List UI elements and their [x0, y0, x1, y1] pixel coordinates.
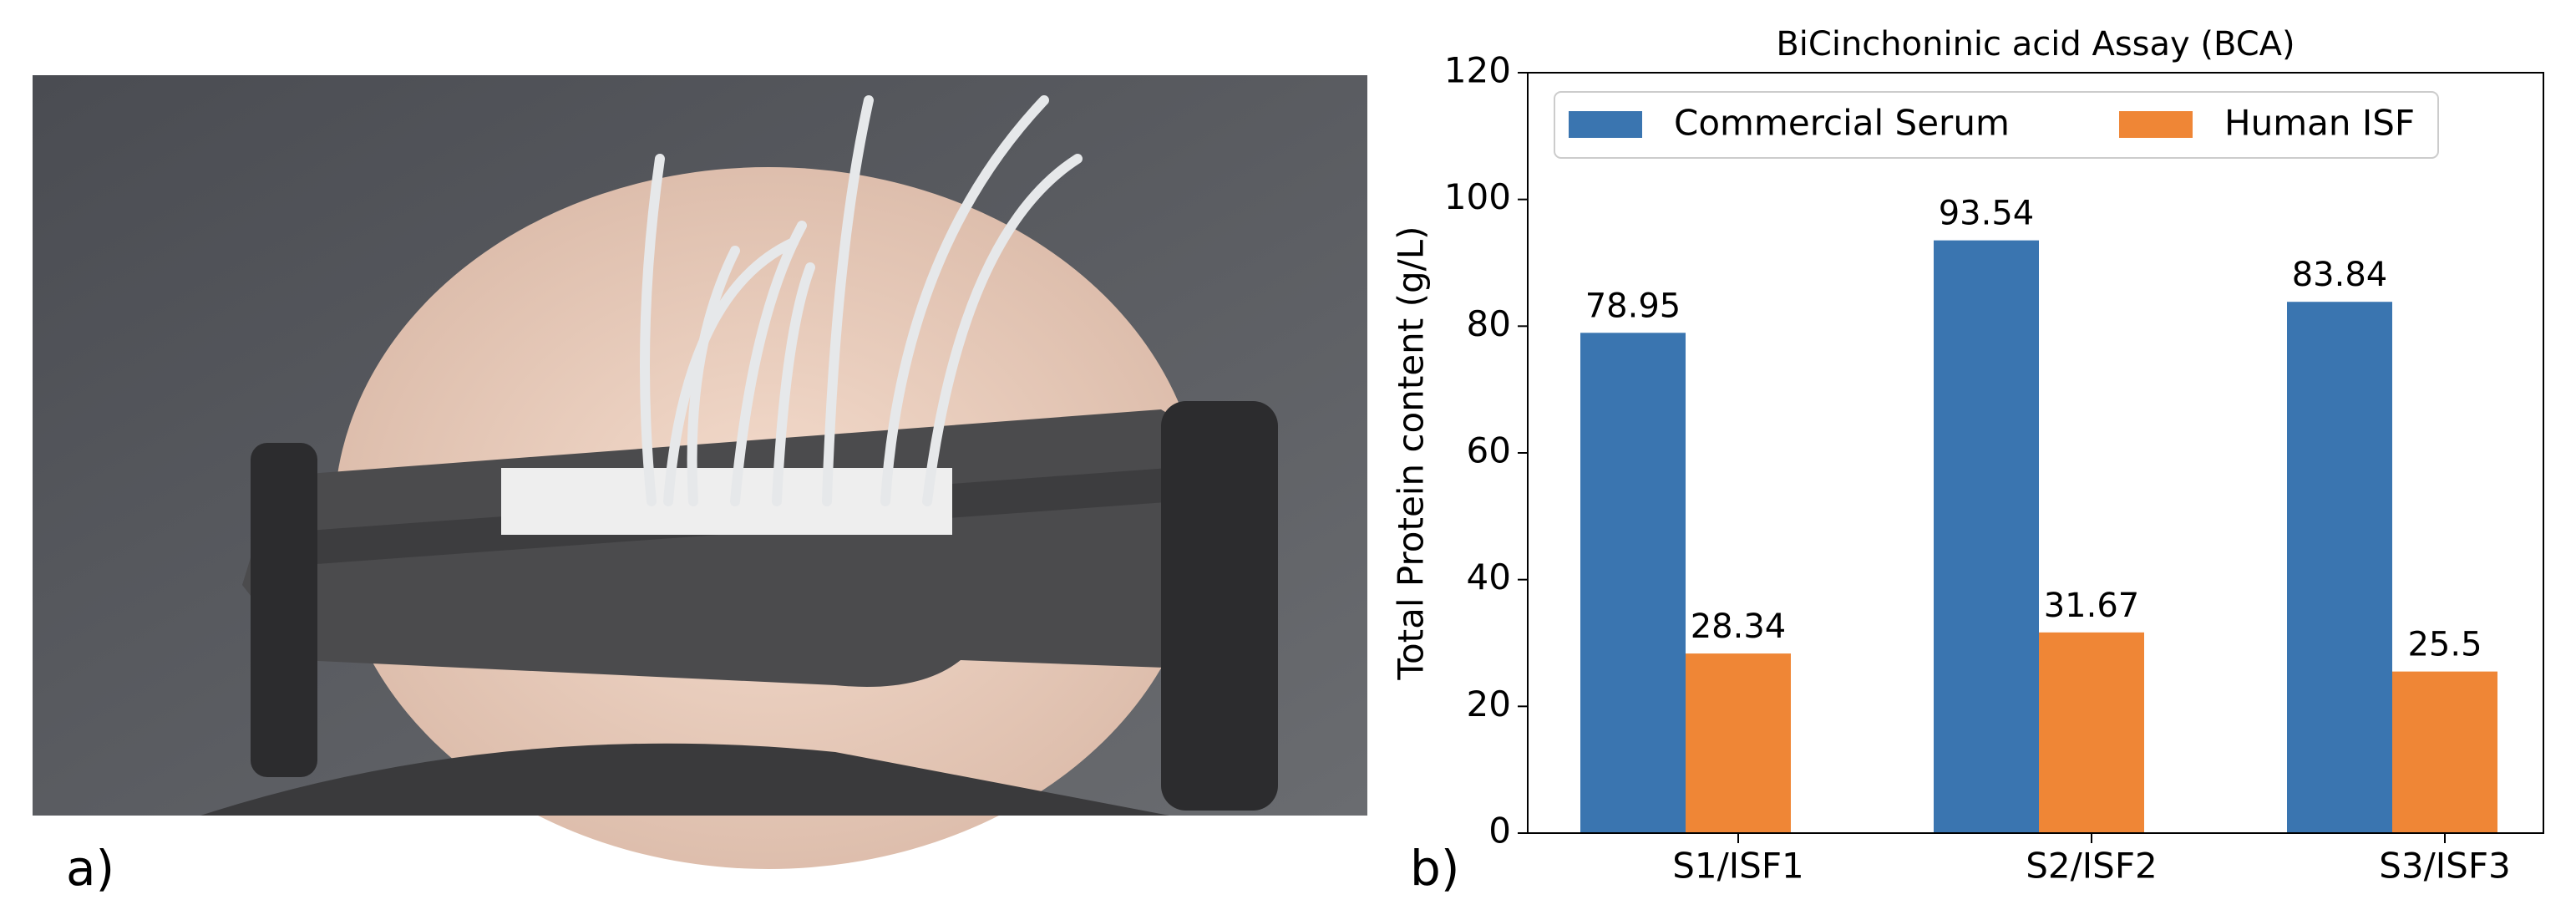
x-tick-label: S1/ISF1	[1672, 846, 1803, 887]
bar	[2287, 302, 2392, 833]
bar-value-label: 31.67	[2044, 587, 2140, 625]
axes-frame	[1527, 72, 2544, 834]
y-tick-label: 0	[1488, 811, 1511, 851]
legend-label: Human ISF	[2224, 103, 2415, 144]
legend-box	[1554, 91, 2439, 159]
bar	[1934, 240, 2039, 833]
x-tick-label: S3/ISF3	[2379, 846, 2510, 887]
y-tick-label: 40	[1467, 557, 1511, 597]
x-tick-label: S2/ISF2	[2026, 846, 2157, 887]
y-axis-label: Total Protein content (g/L)	[1391, 226, 1432, 680]
panel-label: a)	[66, 840, 114, 897]
bar	[1686, 653, 1791, 833]
legend-swatch	[1569, 111, 1642, 138]
bar-value-label: 93.54	[1939, 195, 2035, 233]
bar	[2039, 632, 2144, 833]
y-tick-label: 20	[1467, 684, 1511, 724]
bar-value-label: 28.34	[1691, 607, 1787, 646]
plot-area: 0 20 40 60 80 100 120 S1/ISF1 78.95 28.34 S2/ISF2 9…	[1444, 50, 2544, 887]
bar	[2392, 671, 2497, 833]
photo	[33, 75, 1367, 869]
legend-label: Commercial Serum	[1674, 103, 2010, 144]
y-tick-label: 60	[1467, 430, 1511, 471]
chart-title: BiCinchoninic acid Assay (BCA)	[1776, 25, 2295, 64]
bar-value-label: 83.84	[2292, 256, 2388, 294]
y-tick-label: 80	[1467, 303, 1511, 344]
panel-label: b)	[1410, 840, 1459, 897]
y-tick-label: 120	[1444, 50, 1511, 91]
y-tick-label: 100	[1444, 176, 1511, 217]
bar-value-label: 78.95	[1585, 287, 1681, 325]
bar-value-label: 25.5	[2407, 626, 2482, 664]
legend-swatch	[2119, 111, 2193, 138]
bar	[1580, 333, 1686, 833]
